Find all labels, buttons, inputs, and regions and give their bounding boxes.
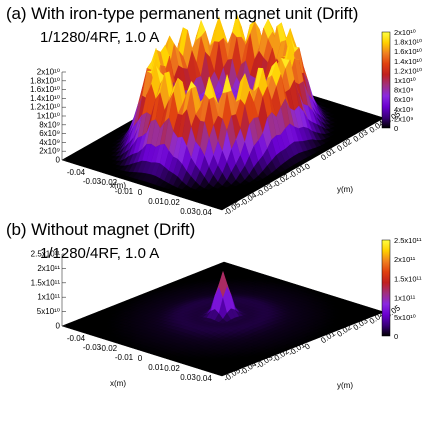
chart-subtitle: 1/1280/4RF, 1.0 A bbox=[40, 245, 160, 262]
x-axis-label: x(m) bbox=[110, 181, 126, 190]
x-axis-label: x(m) bbox=[110, 379, 126, 388]
colorbar-tick-label: 2x10¹¹ bbox=[394, 255, 416, 264]
panel-b: (b) Without magnet (Drift) 1/1280/4RF, 1… bbox=[0, 216, 447, 433]
x-tick-label: -0.01 bbox=[115, 353, 134, 362]
colorbar-tick-label: 1.4x10¹⁰ bbox=[394, 57, 422, 66]
x-tick-label: -0.04 bbox=[67, 334, 86, 343]
chart-title: (a) With iron-type permanent magnet unit… bbox=[6, 4, 359, 23]
z-tick-label: 1.8x10¹⁰ bbox=[30, 76, 60, 85]
x-tick-label: 0 bbox=[138, 354, 143, 363]
chart-subtitle: 1/1280/4RF, 1.0 A bbox=[40, 29, 160, 46]
colorbar-tick-label: 1x10¹¹ bbox=[394, 294, 416, 303]
z-tick-label: 2x10¹⁰ bbox=[37, 68, 60, 77]
y-axis-label: y(m) bbox=[337, 381, 353, 390]
colorbar bbox=[381, 239, 391, 337]
x-tick-label: 0.02 bbox=[164, 198, 180, 207]
colorbar-tick-label: 0 bbox=[394, 124, 398, 133]
surface-mesh bbox=[61, 13, 385, 211]
z-tick-label: 1.6x10¹⁰ bbox=[30, 85, 60, 94]
z-tick-label: 1.4x10¹⁰ bbox=[30, 94, 60, 103]
z-tick-label: 2.5x10¹¹ bbox=[31, 250, 61, 259]
x-tick-label: 0.04 bbox=[196, 208, 212, 216]
z-tick-label: 1x10¹⁰ bbox=[37, 112, 60, 121]
colorbar-tick-label: 1.6x10¹⁰ bbox=[394, 47, 422, 56]
panel-a: (a) With iron-type permanent magnet unit… bbox=[0, 0, 447, 226]
chart-title: (b) Without magnet (Drift) bbox=[6, 220, 196, 239]
z-tick-label: 4x10⁹ bbox=[39, 138, 60, 147]
colorbar-tick-label: 1.2x10¹⁰ bbox=[394, 66, 422, 75]
colorbar-tick-label: 2x10¹⁰ bbox=[394, 28, 416, 37]
x-tick-label: -0.04 bbox=[67, 168, 86, 177]
z-tick-label: 1.2x10¹⁰ bbox=[30, 103, 60, 112]
x-tick-label: 0.02 bbox=[164, 364, 180, 373]
colorbar-tick-label: 2.5x10¹¹ bbox=[394, 236, 422, 245]
surface-plot-b: 0 5x10¹⁰ 1x10¹¹ 1.5x10¹¹ 2x10¹¹ 2.5x10¹¹ -0.04… bbox=[31, 236, 422, 390]
surface-plot-a: 02x10⁹4x10⁹6x10⁹8x10⁹1x10¹⁰1.2x10¹⁰1.4x1… bbox=[30, 13, 422, 226]
colorbar-tick-label: 6x10⁹ bbox=[394, 95, 413, 104]
z-tick-label: 0 bbox=[56, 156, 61, 165]
colorbar-tick-label: 1.5x10¹¹ bbox=[394, 274, 422, 283]
z-tick-label: 1.5x10¹¹ bbox=[31, 278, 61, 287]
x-tick-label: -0.03 bbox=[83, 343, 102, 352]
x-tick-label: -0.02 bbox=[99, 178, 118, 187]
x-tick-label: 0.04 bbox=[196, 374, 212, 383]
colorbar-tick-label: 1x10¹⁰ bbox=[394, 76, 416, 85]
x-tick-label: -0.01 bbox=[115, 187, 134, 196]
y-tick-label: 0 bbox=[303, 161, 312, 171]
z-tick-label: 8x10⁹ bbox=[39, 120, 60, 129]
colorbar-tick-label: 1.8x10¹⁰ bbox=[394, 38, 422, 47]
z-tick-label: 2x10⁹ bbox=[39, 147, 60, 156]
colorbar-tick-label: 5x10¹⁰ bbox=[394, 313, 416, 322]
x-tick-label: 0.03 bbox=[180, 207, 196, 216]
z-tick-label: 5x10¹⁰ bbox=[37, 307, 60, 316]
x-tick-label: 0.01 bbox=[148, 363, 164, 372]
colorbar-tick-label: 8x10⁹ bbox=[394, 86, 413, 95]
x-tick-label: -0.03 bbox=[83, 177, 102, 186]
y-tick-label: 0 bbox=[303, 341, 312, 351]
colorbar-tick-label: 0 bbox=[394, 332, 398, 341]
y-axis-label: y(m) bbox=[337, 185, 353, 194]
x-tick-label: 0 bbox=[138, 188, 143, 197]
surface-cell bbox=[217, 205, 227, 211]
surface-cell bbox=[217, 373, 227, 377]
x-tick-label: 0.03 bbox=[180, 373, 196, 382]
z-tick-label: 0 bbox=[56, 322, 61, 331]
z-tick-label: 1x10¹¹ bbox=[37, 293, 60, 302]
surface-mesh bbox=[61, 261, 385, 377]
colorbar-tick-label: 2x10⁹ bbox=[394, 114, 413, 123]
z-tick-label: 6x10⁹ bbox=[39, 129, 60, 138]
z-tick-label: 2x10¹¹ bbox=[37, 264, 60, 273]
colorbar bbox=[381, 31, 391, 129]
colorbar-tick-label: 4x10⁹ bbox=[394, 105, 413, 114]
x-tick-label: -0.02 bbox=[99, 344, 118, 353]
x-tick-label: 0.01 bbox=[148, 197, 164, 206]
